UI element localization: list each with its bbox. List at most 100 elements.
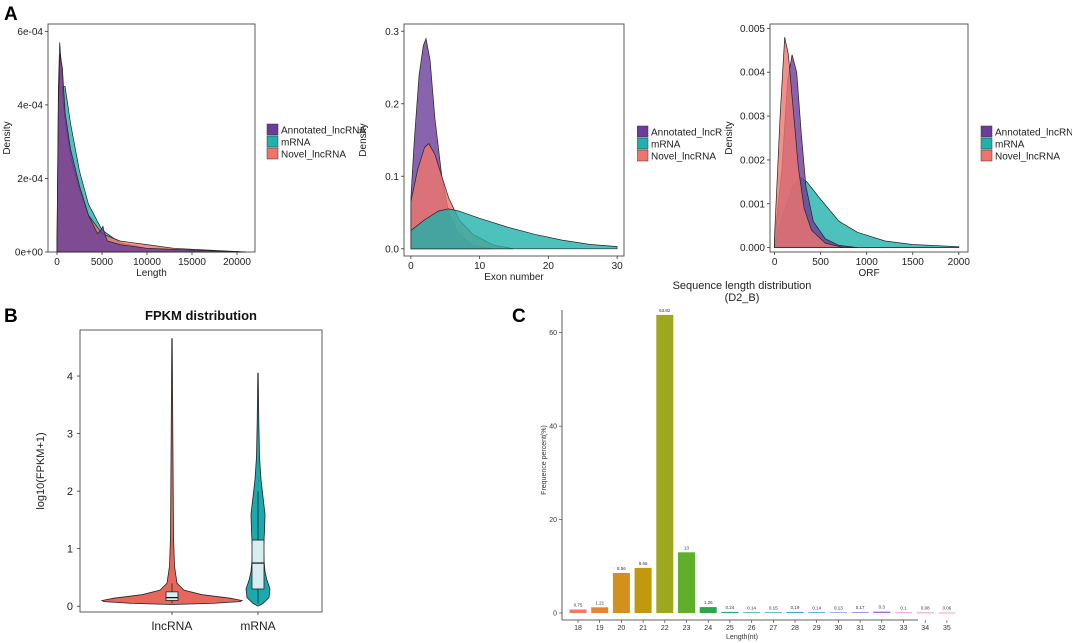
seqlen-x-tick-label: 34 [921, 625, 929, 632]
orf-legend-label: mRNA [995, 140, 1025, 151]
seqlen-y-tick-label: 40 [549, 424, 557, 431]
orf-legend-label: Annotated_lncRNA [995, 128, 1072, 139]
exon-x-tick-label: 30 [612, 261, 624, 272]
bar-value-label: 0.15 [769, 605, 778, 610]
seqlen-y-tick-label: 60 [549, 330, 557, 337]
orf-x-tick-label: 1000 [856, 257, 879, 268]
seqlen-x-tick-label: 23 [683, 625, 691, 632]
fpkm-y-tick-label: 3 [67, 429, 73, 441]
bar-value-label: 0.17 [856, 605, 865, 610]
seqlen-x-tick-label: 32 [878, 625, 886, 632]
exon-x-tick-label: 10 [474, 261, 486, 272]
exon-legend-label: Annotated_lncRNA [651, 128, 736, 139]
orf-legend-label: Novel_lncRNA [995, 152, 1060, 163]
orf-x-tick-label: 2000 [948, 257, 971, 268]
orf-y-axis-label: Density [724, 121, 735, 154]
length-legend-key-novel-lncrna [266, 147, 279, 160]
bar-value-label: 1.21 [595, 600, 604, 605]
seqlen-x-tick-label: 28 [791, 625, 799, 632]
seqlen-y-tick-label: 20 [549, 517, 557, 524]
exon-legend-label: Novel_lncRNA [651, 152, 716, 163]
bar-value-label: 0.14 [747, 605, 756, 610]
boxplot-box-lncrna [165, 591, 179, 601]
bar-21 [634, 567, 652, 613]
bar-18 [569, 609, 587, 613]
bar-32 [873, 611, 891, 613]
bar-value-label: 13 [684, 545, 690, 550]
bar-34 [916, 612, 934, 614]
seqlen-x-tick-label: 30 [835, 625, 843, 632]
fpkm-violin-chart: FPKM distribution 0 1 2 3 4 lncRNA mRNA log10(FP… [35, 308, 323, 633]
bar-28 [786, 612, 804, 613]
seqlen-x-tick-label: 31 [856, 625, 864, 632]
orf-y-tick-label: 0.004 [740, 68, 765, 79]
bar-30 [829, 612, 847, 613]
length-density-chart: 0 5000 10000 15000 20000 0e+00 2e-04 4e-04 6e-04… [2, 23, 366, 279]
length-legend-label: Novel_lncRNA [281, 150, 346, 161]
boxplot-box-mrna [251, 539, 265, 590]
fpkm-x-tick-label: lncRNA [152, 619, 193, 633]
length-x-axis-label: Length [136, 268, 167, 279]
fpkm-y-axis-label: log10(FPKM+1) [35, 432, 47, 509]
bar-24 [699, 607, 717, 613]
seqlen-x-axis-label: Length(nt) [726, 634, 758, 641]
exon-x-axis-label: Exon number [484, 272, 544, 283]
sequence-length-bar-chart: Sequence length distribution(D2_B) 0.75 18… [541, 280, 956, 641]
exon-y-tick-label: 0.1 [385, 172, 399, 183]
orf-area-novel-lncrna [774, 37, 844, 248]
orf-legend-key-novel-lncrna [980, 149, 993, 162]
fpkm-y-tick-label: 1 [67, 544, 73, 556]
exon-legend-key-mrna [637, 137, 649, 150]
orf-legend-key-annotated-lncrna [980, 125, 993, 138]
violin-mrna [245, 372, 271, 607]
fpkm-plot-frame [79, 329, 323, 613]
seqlen-title: Sequence length distribution [673, 280, 812, 292]
exon-x-tick-label: 20 [543, 261, 555, 272]
exon-legend-key-annotated-lncrna [637, 125, 649, 138]
orf-x-tick-label: 500 [812, 257, 829, 268]
length-y-tick-label: 2e-04 [17, 174, 43, 185]
orf-y-tick-label: 0.002 [740, 155, 765, 166]
orf-y-tick-label: 0.001 [740, 199, 765, 210]
bar-25 [721, 611, 739, 613]
bar-33 [895, 612, 912, 614]
seqlen-subtitle: (D2_B) [725, 292, 760, 304]
orf-x-tick-label: 0 [772, 257, 778, 268]
bar-value-label: 0.24 [726, 605, 735, 610]
length-x-tick-label: 15000 [178, 257, 206, 268]
bar-35 [938, 612, 956, 614]
seqlen-x-tick-label: 22 [661, 625, 669, 632]
seqlen-y-axis-label: Frequence percent(%) [541, 425, 548, 495]
exon-legend-key-novel-lncrna [637, 149, 649, 162]
seqlen-x-tick-label: 26 [748, 625, 756, 632]
panel-label-a: A [4, 4, 18, 25]
length-legend-key-annotated-lncrna [266, 123, 279, 136]
bar-22 [656, 314, 674, 613]
length-y-tick-label: 0e+00 [15, 248, 44, 259]
seqlen-y-tick-label: 0 [553, 610, 557, 617]
exon-y-tick-label: 0.0 [385, 244, 399, 255]
fpkm-y-tick-label: 4 [67, 371, 73, 383]
length-y-tick-label: 6e-04 [17, 27, 43, 38]
bar-19 [591, 607, 609, 613]
panel-label-b: B [4, 306, 18, 327]
fpkm-y-tick-label: 0 [67, 601, 73, 613]
bar-value-label: 0.75 [574, 603, 583, 608]
seqlen-x-tick-label: 29 [813, 625, 821, 632]
bar-29 [808, 612, 826, 613]
seqlen-x-tick-label: 19 [596, 625, 604, 632]
seqlen-x-tick-label: 20 [618, 625, 626, 632]
orf-x-axis-label: ORF [858, 268, 879, 279]
seqlen-x-tick-label: 25 [726, 625, 734, 632]
bar-value-label: 0.19 [791, 605, 800, 610]
bar-value-label: 0.1 [900, 606, 907, 611]
bar-value-label: 8.56 [617, 566, 626, 571]
orf-legend-key-mrna [980, 137, 993, 150]
bar-value-label: 0.06 [943, 606, 952, 611]
violin-lncrna [100, 338, 244, 605]
length-x-tick-label: 0 [54, 257, 60, 268]
exon-y-axis-label: Density [358, 123, 369, 156]
bar-value-label: 0.08 [921, 606, 930, 611]
